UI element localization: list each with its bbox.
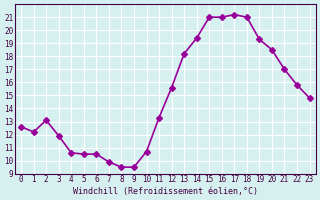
X-axis label: Windchill (Refroidissement éolien,°C): Windchill (Refroidissement éolien,°C) (73, 187, 258, 196)
